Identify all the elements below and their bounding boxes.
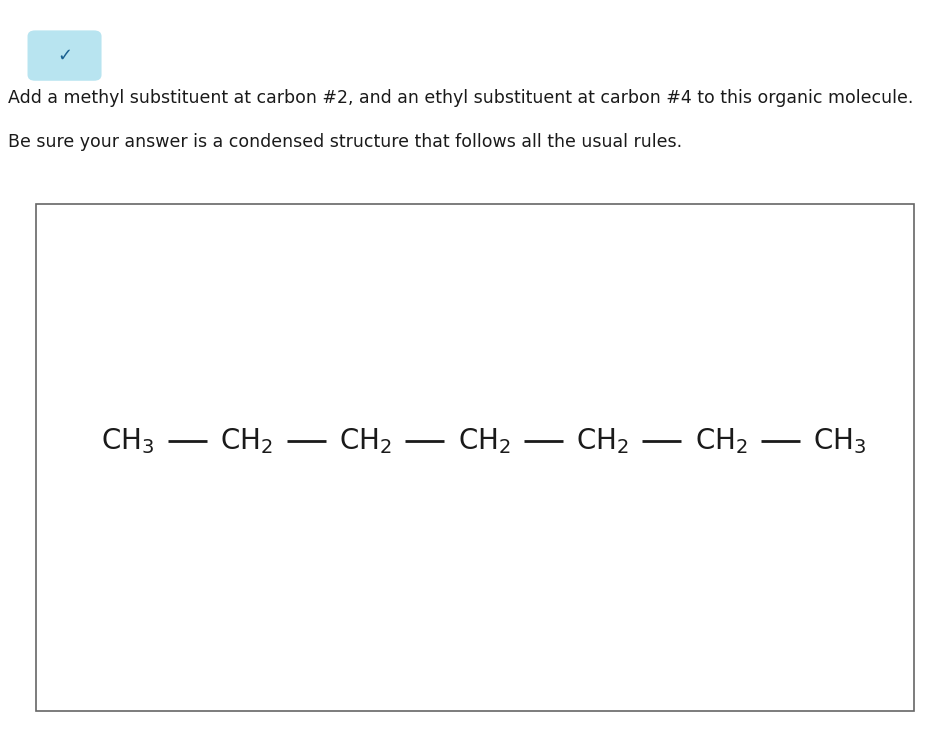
- Text: $\mathregular{CH_{3}}$: $\mathregular{CH_{3}}$: [102, 426, 155, 456]
- FancyBboxPatch shape: [28, 30, 102, 81]
- Text: $\mathregular{CH_{2}}$: $\mathregular{CH_{2}}$: [339, 426, 392, 456]
- Text: ✓: ✓: [57, 47, 72, 64]
- Text: Add a methyl substituent at carbon #2, and an ethyl substituent at carbon #4 to : Add a methyl substituent at carbon #2, a…: [8, 89, 913, 107]
- Text: Be sure your answer is a condensed structure that follows all the usual rules.: Be sure your answer is a condensed struc…: [8, 133, 681, 151]
- Text: $\mathregular{CH_{2}}$: $\mathregular{CH_{2}}$: [576, 426, 629, 456]
- Text: $\mathregular{CH_{2}}$: $\mathregular{CH_{2}}$: [695, 426, 748, 456]
- FancyBboxPatch shape: [36, 204, 914, 711]
- Text: $\mathregular{CH_{2}}$: $\mathregular{CH_{2}}$: [457, 426, 511, 456]
- Text: $\mathregular{CH_{3}}$: $\mathregular{CH_{3}}$: [813, 426, 866, 456]
- Text: $\mathregular{CH_{2}}$: $\mathregular{CH_{2}}$: [220, 426, 273, 456]
